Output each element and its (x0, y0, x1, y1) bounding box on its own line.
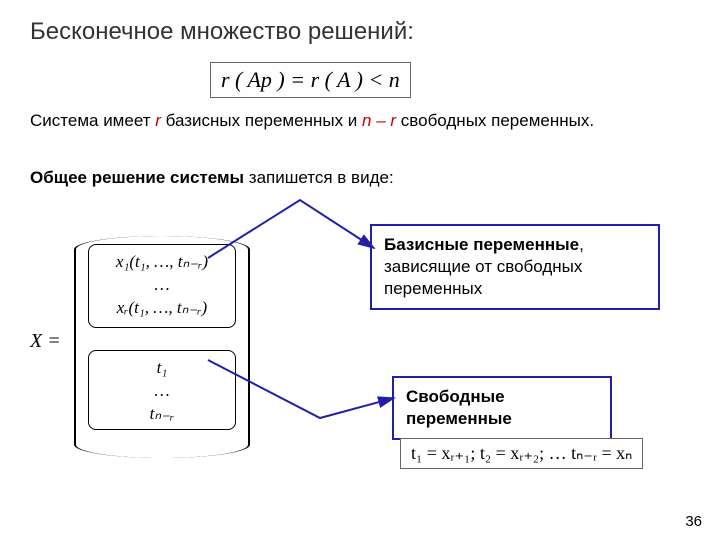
matrix-row: xᵣ(t₁, …, tₙ₋ᵣ) (91, 297, 233, 320)
basic-variables-box: x₁(t₁, …, tₙ₋ᵣ) … xᵣ(t₁, …, tₙ₋ᵣ) (88, 244, 236, 328)
rank-formula: r ( Ap ) = r ( A ) < n (210, 62, 411, 98)
callout-free-variables: Свободные переменные (392, 376, 612, 440)
page-number: 36 (685, 513, 702, 530)
text: запишется в виде: (244, 168, 394, 187)
text: базисных переменных и (161, 111, 362, 130)
slide-title: Бесконечное множество решений: (30, 18, 414, 46)
free-variables-box: t₁ … tₙ₋ᵣ (88, 350, 236, 430)
free-vars-formula: t₁ = xᵣ₊₁; t₂ = xᵣ₊₂; … tₙ₋ᵣ = xₙ (400, 438, 643, 469)
matrix-row: … (91, 380, 233, 403)
nr-highlight: n – r (362, 111, 396, 130)
callout-bold: Базисные переменные (384, 235, 579, 254)
matrix-row: … (91, 274, 233, 297)
matrix-row: t₁ (91, 357, 233, 380)
bold-text: Общее решение системы (30, 168, 244, 187)
paragraph-general-solution: Общее решение системы запишется в виде: (30, 168, 394, 188)
callout-bold: Свободные переменные (406, 387, 512, 428)
matrix-row: x₁(t₁, …, tₙ₋ᵣ) (91, 251, 233, 274)
paragraph-variables: Система имеет r базисных переменных и n … (30, 110, 670, 133)
solution-matrix: X = x₁(t₁, …, tₙ₋ᵣ) … xᵣ(t₁, …, tₙ₋ᵣ) t₁… (30, 220, 290, 470)
text: Система имеет (30, 111, 155, 130)
matrix-row: tₙ₋ᵣ (91, 403, 233, 426)
callout-basic-variables: Базисные переменные, зависящие от свобод… (370, 224, 660, 310)
x-equals: X = (30, 330, 61, 353)
text: свободных переменных. (396, 111, 594, 130)
